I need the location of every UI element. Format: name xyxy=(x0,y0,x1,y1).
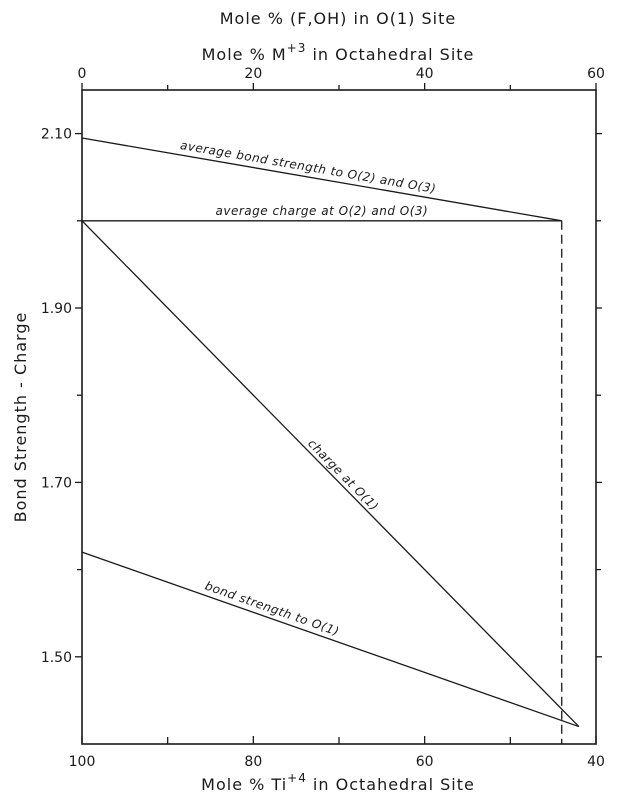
bottom-tick-label: 100 xyxy=(69,754,96,770)
series-label: average bond strength to O(2) and O(3) xyxy=(179,138,437,196)
series-line xyxy=(81,220,580,728)
series-label: bond strength to O(1) xyxy=(203,579,341,639)
series-line xyxy=(81,137,562,222)
y-tick-label: 1.70 xyxy=(41,475,72,491)
chart-title: Mole % (F,OH) in O(1) Site xyxy=(220,9,456,28)
bottom-tick-label: 60 xyxy=(416,754,434,770)
bottom-axis-ticks: 100 80 60 40 xyxy=(69,736,605,770)
y-axis-ticks: 2.10 1.90 1.70 1.50 xyxy=(41,127,602,666)
top-tick-label: 60 xyxy=(587,66,605,82)
bottom-tick-label: 80 xyxy=(244,754,262,770)
series-line xyxy=(81,551,580,728)
y-axis-title: Bond Strength - Charge xyxy=(11,312,30,523)
top-tick-label: 20 xyxy=(244,66,262,82)
top-axis-title: Mole % M+3 in Octahedral Site xyxy=(202,41,475,64)
series-label: charge at O(1) xyxy=(305,436,381,513)
series-label: average charge at O(2) and O(3) xyxy=(216,204,429,218)
series-layer xyxy=(81,137,580,744)
bottom-tick-label: 40 xyxy=(587,754,605,770)
y-tick-label: 1.50 xyxy=(41,650,72,666)
top-tick-label: 40 xyxy=(416,66,434,82)
plot-frame xyxy=(81,89,597,745)
series-labels: average bond strength to O(2) and O(3) av… xyxy=(179,138,437,639)
bottom-axis-title: Mole % Ti+4 in Octahedral Site xyxy=(201,771,475,794)
top-axis-ticks: 0 20 40 60 xyxy=(78,66,605,90)
top-tick-label: 0 xyxy=(78,66,87,82)
y-tick-label: 2.10 xyxy=(41,127,72,143)
y-tick-label: 1.90 xyxy=(41,301,72,317)
